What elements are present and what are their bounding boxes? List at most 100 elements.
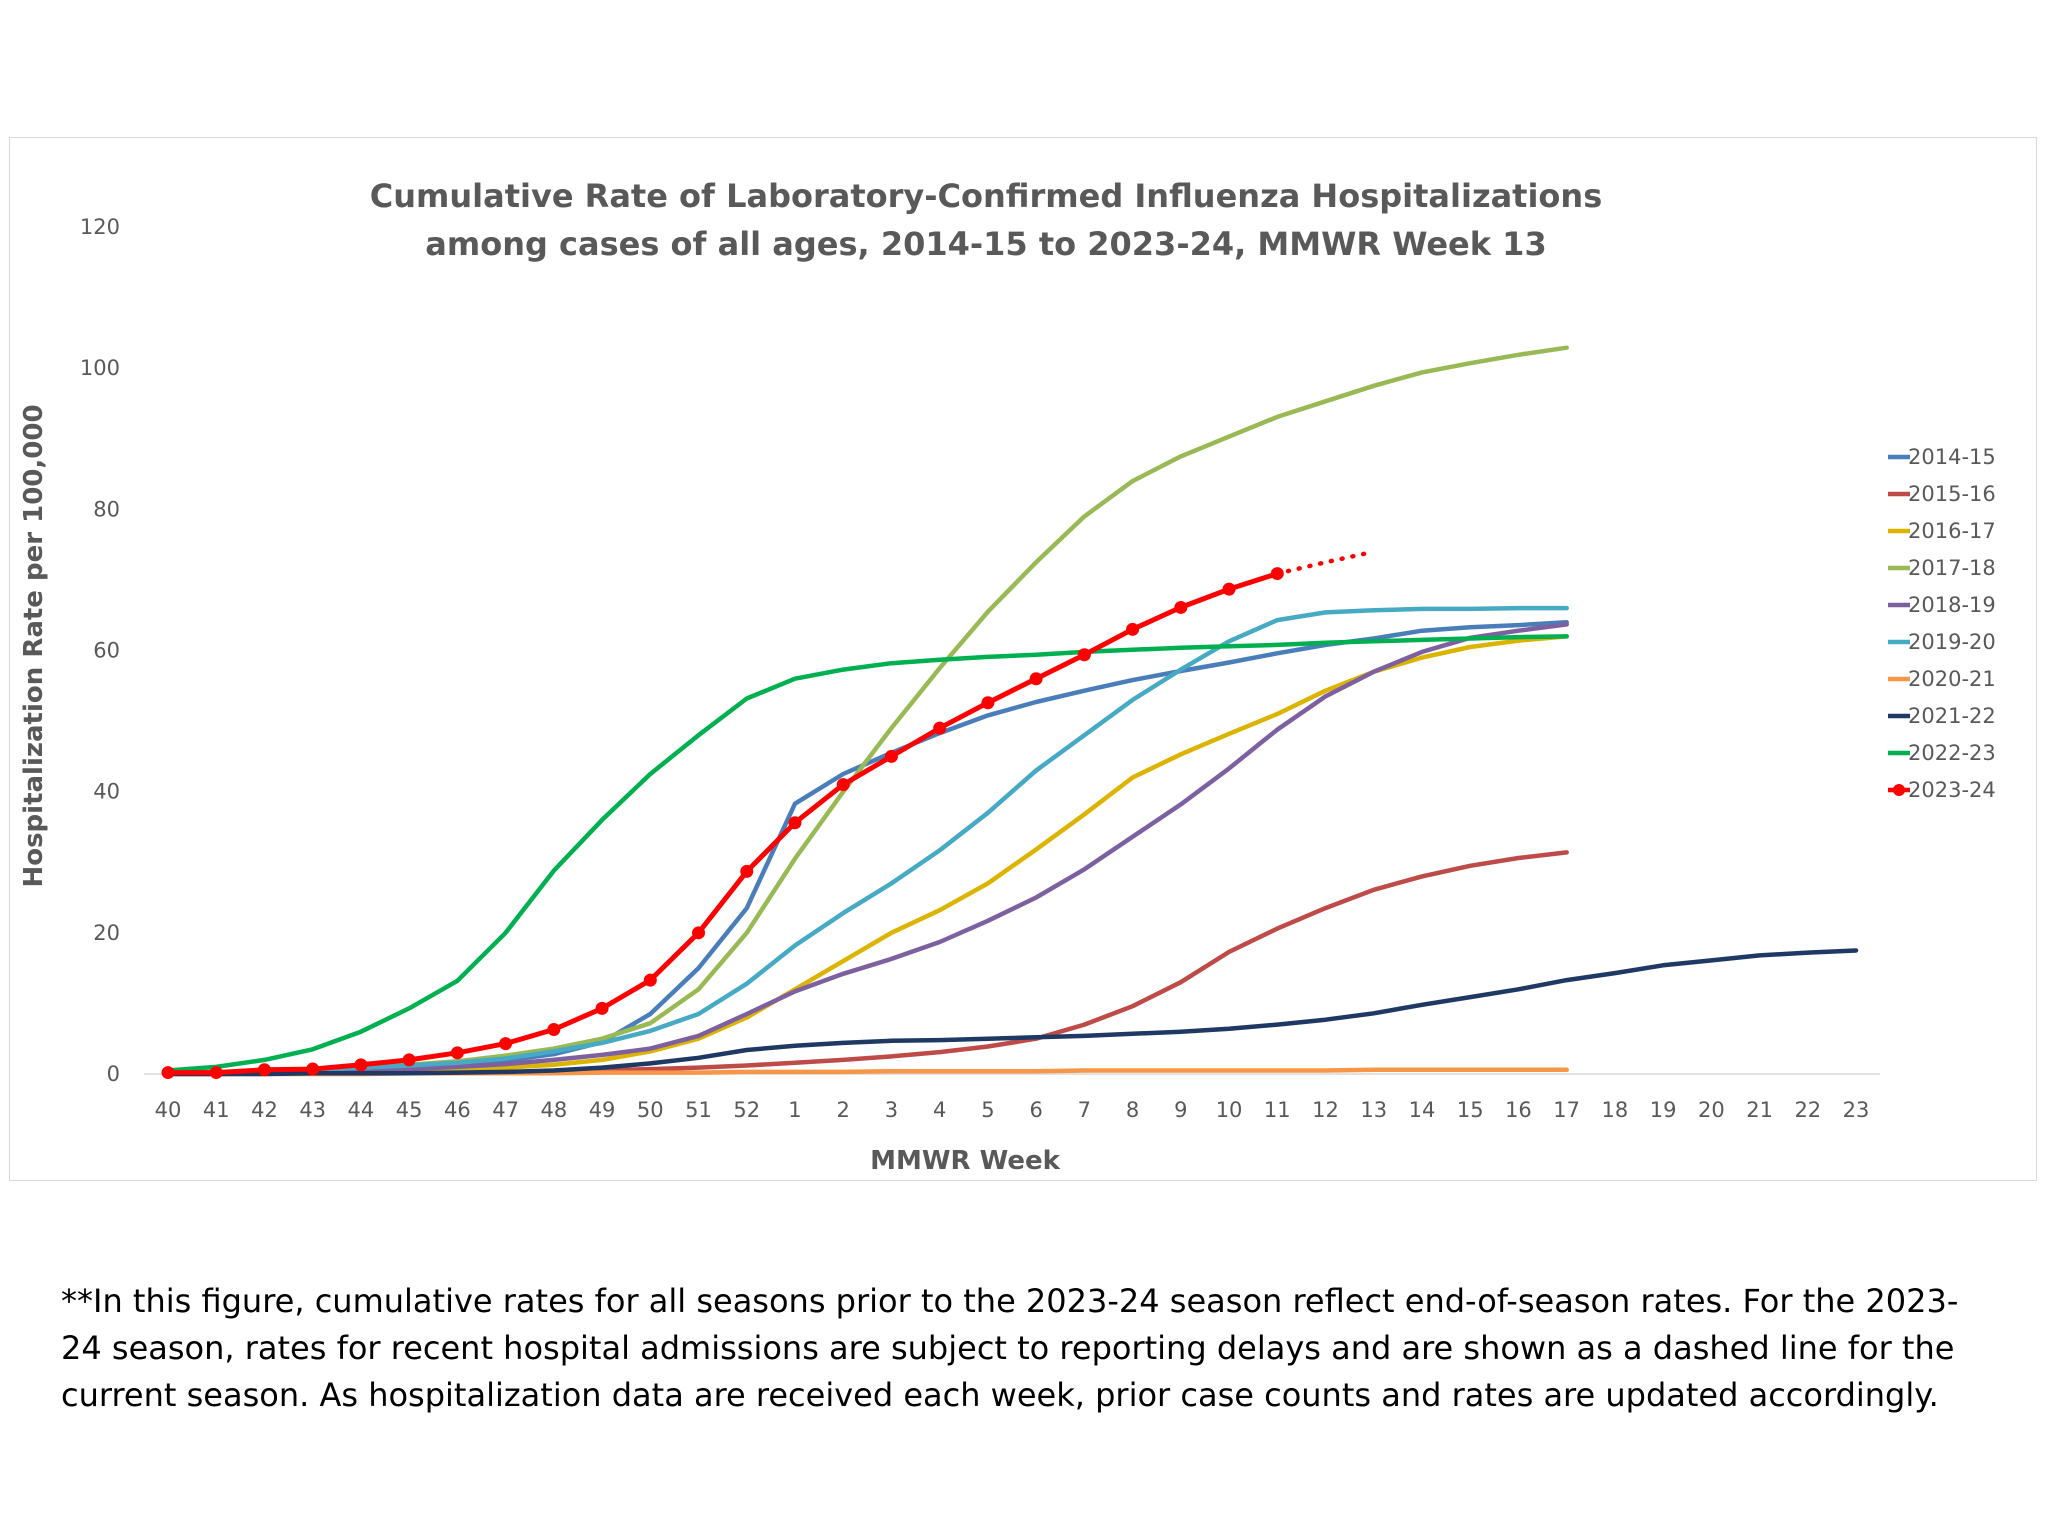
y-axis-title: Hospitalization Rate per 100,000 bbox=[19, 404, 49, 887]
legend-marker bbox=[1893, 784, 1905, 796]
data-point-2023-24 bbox=[1270, 567, 1284, 581]
data-point-2023-24 bbox=[1077, 648, 1091, 662]
data-point-2023-24 bbox=[981, 696, 995, 710]
x-tick-label: 16 bbox=[1505, 1098, 1532, 1122]
x-tick-label: 5 bbox=[981, 1098, 994, 1122]
data-point-2023-24 bbox=[1126, 622, 1140, 636]
x-tick-label: 13 bbox=[1360, 1098, 1387, 1122]
legend-label: 2017-18 bbox=[1908, 556, 1996, 580]
x-tick-label: 23 bbox=[1843, 1098, 1870, 1122]
x-tick-label: 51 bbox=[685, 1098, 712, 1122]
y-tick-label: 0 bbox=[107, 1062, 120, 1086]
y-tick-label: 80 bbox=[93, 497, 120, 521]
x-tick-label: 11 bbox=[1264, 1098, 1291, 1122]
x-tick-label: 44 bbox=[348, 1098, 375, 1122]
legend-label: 2015-16 bbox=[1908, 482, 1996, 506]
x-tick-label: 18 bbox=[1602, 1098, 1629, 1122]
x-tick-label: 45 bbox=[396, 1098, 423, 1122]
data-point-2023-24 bbox=[595, 1001, 609, 1015]
x-tick-label: 42 bbox=[251, 1098, 278, 1122]
series-line-2021-22 bbox=[165, 948, 1859, 1077]
data-point-2023-24 bbox=[354, 1058, 368, 1072]
legend-label: 2019-20 bbox=[1908, 630, 1996, 654]
x-tick-label: 1 bbox=[788, 1098, 801, 1122]
legend-item-2016-17: 2016-17 bbox=[1888, 519, 1996, 543]
footnote-line: 24 season, rates for recent hospital adm… bbox=[61, 1329, 1955, 1367]
series-line-2023-24 bbox=[165, 571, 1280, 1076]
legend-label: 2021-22 bbox=[1908, 704, 1996, 728]
series-line-2016-17 bbox=[165, 634, 1569, 1077]
legend-item-2020-21: 2020-21 bbox=[1888, 667, 1996, 691]
x-tick-label: 21 bbox=[1746, 1098, 1773, 1122]
legend-item-2017-18: 2017-18 bbox=[1888, 556, 1996, 580]
x-tick-label: 14 bbox=[1409, 1098, 1436, 1122]
footnote-line: **In this figure, cumulative rates for a… bbox=[61, 1282, 1959, 1320]
x-tick-label: 15 bbox=[1457, 1098, 1484, 1122]
x-axis-title: MMWR Week bbox=[870, 1146, 1061, 1176]
data-point-2023-24 bbox=[884, 749, 898, 763]
data-point-2023-24 bbox=[547, 1023, 561, 1037]
series-line-2014-15 bbox=[165, 620, 1569, 1076]
data-point-2023-24 bbox=[257, 1063, 271, 1077]
legend-label: 2016-17 bbox=[1908, 519, 1996, 543]
legend-item-2021-22: 2021-22 bbox=[1888, 704, 1996, 728]
data-point-2023-24 bbox=[740, 864, 754, 878]
legend-item-2015-16: 2015-16 bbox=[1888, 482, 1996, 506]
x-tick-label: 47 bbox=[492, 1098, 519, 1122]
data-point-2023-24 bbox=[933, 721, 947, 735]
data-point-2023-24 bbox=[402, 1053, 416, 1067]
data-point-2023-24 bbox=[692, 926, 706, 940]
x-tick-label: 52 bbox=[733, 1098, 760, 1122]
series-line-2017-18 bbox=[165, 345, 1569, 1075]
data-point-2023-24 bbox=[161, 1066, 175, 1080]
legend: 2014-15 2015-16 2016-17 2017-18 2018-19 2019-… bbox=[1888, 445, 1996, 802]
series-group bbox=[161, 345, 1859, 1080]
x-tick-label: 3 bbox=[885, 1098, 898, 1122]
y-tick-label: 40 bbox=[93, 780, 120, 804]
legend-label: 2022-23 bbox=[1908, 741, 1996, 765]
data-point-2023-24 bbox=[1174, 600, 1188, 614]
x-tick-label: 17 bbox=[1553, 1098, 1580, 1122]
data-point-2023-24 bbox=[209, 1066, 223, 1080]
x-tick-label: 12 bbox=[1312, 1098, 1339, 1122]
y-tick-label: 20 bbox=[93, 921, 120, 945]
series-line-2019-20 bbox=[165, 605, 1569, 1076]
x-tick-label: 50 bbox=[637, 1098, 664, 1122]
data-point-2023-24 bbox=[1029, 672, 1043, 686]
chart-title-line-2: among cases of all ages, 2014-15 to 2023… bbox=[425, 225, 1546, 263]
data-point-2023-24 bbox=[643, 973, 657, 987]
legend-label: 2018-19 bbox=[1908, 593, 1996, 617]
series-line-2022-23 bbox=[165, 634, 1569, 1073]
y-tick-label: 60 bbox=[93, 639, 120, 663]
x-tick-label: 19 bbox=[1650, 1098, 1677, 1122]
data-point-2023-24 bbox=[450, 1046, 464, 1060]
x-tick-label: 46 bbox=[444, 1098, 471, 1122]
x-tick-label: 49 bbox=[589, 1098, 616, 1122]
data-point-2023-24 bbox=[788, 816, 802, 830]
y-tick-label: 120 bbox=[80, 215, 120, 239]
x-tick-label: 10 bbox=[1216, 1098, 1243, 1122]
series-line-2018-19 bbox=[165, 622, 1569, 1076]
data-point-2023-24 bbox=[499, 1037, 513, 1051]
x-tick-label: 7 bbox=[1078, 1098, 1091, 1122]
x-tick-label: 9 bbox=[1174, 1098, 1187, 1122]
legend-item-2022-23: 2022-23 bbox=[1888, 741, 1996, 765]
legend-label: 2020-21 bbox=[1908, 667, 1996, 691]
chart-frame bbox=[9, 137, 2037, 1181]
legend-item-2023-24: 2023-24 bbox=[1888, 778, 1996, 802]
x-tick-label: 22 bbox=[1794, 1098, 1821, 1122]
legend-item-2014-15: 2014-15 bbox=[1888, 445, 1996, 469]
x-tick-label: 41 bbox=[203, 1098, 230, 1122]
data-point-2023-24 bbox=[306, 1062, 320, 1076]
series-dashed-2023-24 bbox=[1275, 549, 1377, 576]
x-tick-label: 6 bbox=[1029, 1098, 1042, 1122]
x-tick-label: 4 bbox=[933, 1098, 946, 1122]
x-tick-label: 43 bbox=[299, 1098, 326, 1122]
legend-item-2018-19: 2018-19 bbox=[1888, 593, 1996, 617]
x-tick-label: 40 bbox=[155, 1098, 182, 1122]
footnote: **In this figure, cumulative rates for a… bbox=[61, 1278, 2011, 1419]
data-point-2023-24 bbox=[1222, 582, 1236, 596]
legend-label: 2023-24 bbox=[1908, 778, 1996, 802]
